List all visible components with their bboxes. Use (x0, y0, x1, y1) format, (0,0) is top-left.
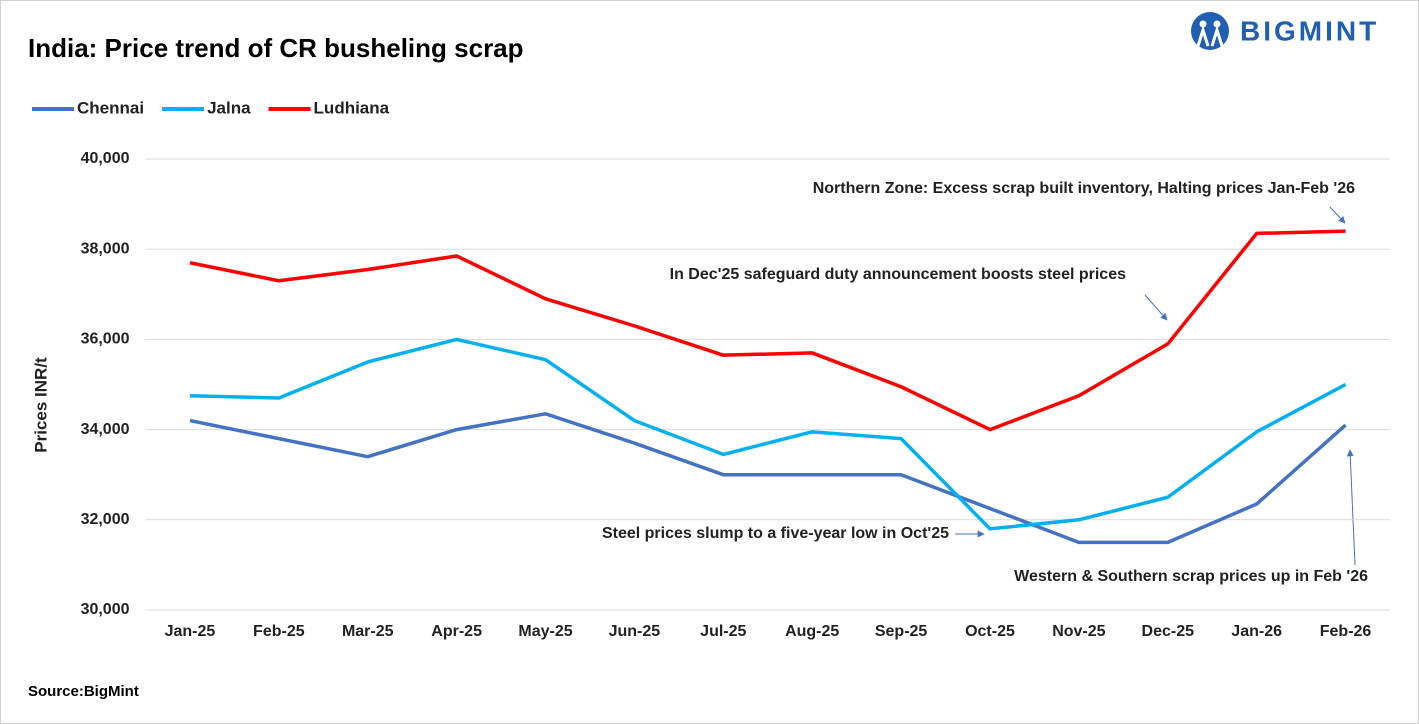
series-line (189, 412, 1347, 545)
brand: BIGMINT (1240, 15, 1379, 46)
y-tick-label: 36,000 (81, 331, 130, 348)
legend-label: Jalna (207, 98, 251, 117)
annotation: Western & Southern scrap prices up in Fe… (1014, 568, 1368, 585)
y-tick-label: 30,000 (81, 601, 130, 618)
x-tick-label: May-25 (518, 623, 572, 640)
y-tick-label: 40,000 (81, 150, 130, 167)
y-tick-label: 32,000 (81, 511, 130, 528)
logo: BIGMINT (1191, 12, 1379, 50)
annotation: In Dec'25 safeguard duty announcement bo… (670, 266, 1126, 283)
x-tick-label: Aug-25 (785, 623, 839, 640)
x-tick-label: Jul-25 (700, 623, 746, 640)
y-tick-label: 34,000 (81, 421, 130, 438)
x-tick-label: Nov-25 (1052, 623, 1105, 640)
x-tick-label: Jan-26 (1231, 623, 1282, 640)
x-tick-label: Jan-25 (165, 623, 216, 640)
x-tick-label: Oct-25 (965, 623, 1015, 640)
y-tick-label: 38,000 (81, 240, 130, 257)
x-tick-label: Jun-25 (609, 623, 661, 640)
annotation: Steel prices slump to a five-year low in… (602, 525, 949, 542)
series-line (189, 229, 1346, 432)
series-line (189, 337, 1347, 531)
x-tick-label: Mar-25 (342, 623, 394, 640)
legend-label: Chennai (77, 98, 144, 117)
arrows (955, 206, 1356, 566)
x-tick-label: Sep-25 (875, 623, 928, 640)
x-tick-label: Dec-25 (1142, 623, 1195, 640)
y-axis-label: Prices INR/t (31, 357, 50, 453)
chart-title: India: Price trend of CR busheling scrap (28, 33, 524, 63)
x-tick-label: Feb-26 (1320, 623, 1372, 640)
x-tick-label: Apr-25 (431, 623, 482, 640)
annotation: Northern Zone: Excess scrap built invent… (813, 180, 1355, 197)
legend-label: Ludhiana (314, 98, 390, 117)
source: Source:BigMint (28, 683, 139, 700)
x-tick-label: Feb-25 (253, 623, 305, 640)
